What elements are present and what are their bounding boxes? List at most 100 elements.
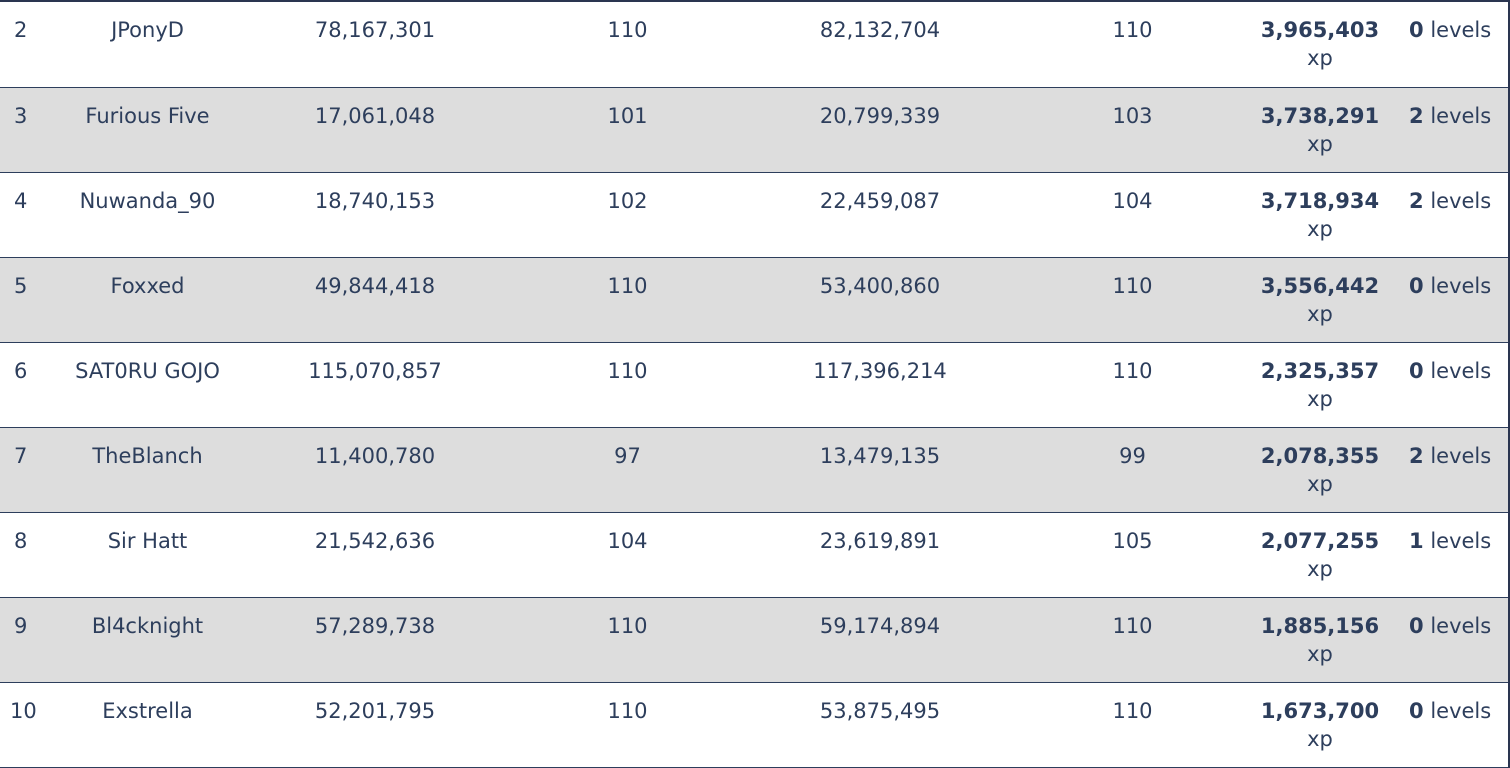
- levels-gained-unit: levels: [1430, 103, 1492, 128]
- player-name-cell: Foxxed: [60, 257, 235, 343]
- levels-gained-cell: 0 levels: [1395, 342, 1508, 428]
- end-level-cell: 104: [1020, 172, 1245, 258]
- levels-gained-cell: 0 levels: [1395, 2, 1508, 88]
- start-level-cell: 110: [515, 342, 740, 428]
- player-name-cell: SAT0RU GOJO: [60, 342, 235, 428]
- table-row: 2 JPonyD 78,167,301 110 82,132,704 110 3…: [0, 2, 1508, 88]
- end-level-cell: 110: [1020, 257, 1245, 343]
- levels-gained-amount: 2: [1409, 188, 1424, 213]
- levels-gained-amount: 2: [1409, 103, 1424, 128]
- end-xp-cell: 53,875,495: [740, 682, 1020, 768]
- start-level-cell: 110: [515, 682, 740, 768]
- table-row: 4 Nuwanda_90 18,740,153 102 22,459,087 1…: [0, 172, 1508, 258]
- levels-gained-cell: 2 levels: [1395, 427, 1508, 513]
- start-level-cell: 110: [515, 2, 740, 88]
- levels-gained-unit: levels: [1430, 698, 1492, 723]
- rank-cell: 2: [0, 2, 60, 88]
- start-xp-cell: 18,740,153: [235, 172, 515, 258]
- start-xp-cell: 52,201,795: [235, 682, 515, 768]
- end-xp-cell: 82,132,704: [740, 2, 1020, 88]
- xp-gain-cell: 1,673,700 xp: [1245, 682, 1395, 768]
- rank-cell: 6: [0, 342, 60, 428]
- end-xp-cell: 23,619,891: [740, 512, 1020, 598]
- end-xp-cell: 22,459,087: [740, 172, 1020, 258]
- start-xp-cell: 17,061,048: [235, 87, 515, 173]
- levels-gained-unit: levels: [1430, 188, 1492, 213]
- player-name-cell: Furious Five: [60, 87, 235, 173]
- player-name-cell: Nuwanda_90: [60, 172, 235, 258]
- end-level-cell: 110: [1020, 342, 1245, 428]
- player-name-cell: Sir Hatt: [60, 512, 235, 598]
- start-level-cell: 110: [515, 597, 740, 683]
- levels-gained-amount: 0: [1409, 358, 1424, 383]
- xp-gain-cell: 3,556,442 xp: [1245, 257, 1395, 343]
- xp-gain-unit: xp: [1307, 641, 1333, 666]
- start-xp-cell: 115,070,857: [235, 342, 515, 428]
- end-level-cell: 103: [1020, 87, 1245, 173]
- xp-gain-amount: 1,885,156: [1260, 613, 1380, 638]
- xp-gain-amount: 3,738,291: [1260, 103, 1380, 128]
- levels-gained-unit: levels: [1430, 18, 1492, 42]
- start-xp-cell: 57,289,738: [235, 597, 515, 683]
- table-row: 5 Foxxed 49,844,418 110 53,400,860 110 3…: [0, 257, 1508, 343]
- start-xp-cell: 78,167,301: [235, 2, 515, 88]
- start-level-cell: 104: [515, 512, 740, 598]
- levels-gained-unit: levels: [1430, 528, 1492, 553]
- end-level-cell: 110: [1020, 682, 1245, 768]
- start-level-cell: 102: [515, 172, 740, 258]
- xp-gain-cell: 2,078,355 xp: [1245, 427, 1395, 513]
- end-level-cell: 99: [1020, 427, 1245, 513]
- levels-gained-cell: 0 levels: [1395, 682, 1508, 768]
- levels-gained-amount: 2: [1409, 443, 1424, 468]
- xp-gain-unit: xp: [1307, 46, 1333, 70]
- end-xp-cell: 53,400,860: [740, 257, 1020, 343]
- end-level-cell: 105: [1020, 512, 1245, 598]
- xp-gain-amount: 1,673,700: [1260, 698, 1380, 723]
- levels-gained-cell: 0 levels: [1395, 257, 1508, 343]
- end-xp-cell: 59,174,894: [740, 597, 1020, 683]
- rank-cell: 7: [0, 427, 60, 513]
- start-level-cell: 97: [515, 427, 740, 513]
- end-xp-cell: 20,799,339: [740, 87, 1020, 173]
- table-row: 10 Exstrella 52,201,795 110 53,875,495 1…: [0, 682, 1508, 768]
- player-name-cell: JPonyD: [60, 2, 235, 88]
- levels-gained-unit: levels: [1430, 613, 1492, 638]
- xp-gain-unit: xp: [1307, 471, 1333, 496]
- levels-gained-amount: 0: [1409, 273, 1424, 298]
- levels-gained-cell: 2 levels: [1395, 172, 1508, 258]
- start-level-cell: 101: [515, 87, 740, 173]
- xp-gain-cell: 1,885,156 xp: [1245, 597, 1395, 683]
- xp-gain-cell: 2,325,357 xp: [1245, 342, 1395, 428]
- xp-gain-cell: 3,738,291 xp: [1245, 87, 1395, 173]
- levels-gained-cell: 1 levels: [1395, 512, 1508, 598]
- start-level-cell: 110: [515, 257, 740, 343]
- xp-gain-cell: 3,965,403 xp: [1245, 2, 1395, 88]
- levels-gained-cell: 0 levels: [1395, 597, 1508, 683]
- levels-gained-amount: 0: [1409, 613, 1424, 638]
- levels-gained-cell: 2 levels: [1395, 87, 1508, 173]
- rank-cell: 4: [0, 172, 60, 258]
- rank-cell: 10: [0, 682, 60, 768]
- rank-cell: 5: [0, 257, 60, 343]
- xp-gain-unit: xp: [1307, 216, 1333, 241]
- xp-gain-cell: 3,718,934 xp: [1245, 172, 1395, 258]
- xp-gain-cell: 2,077,255 xp: [1245, 512, 1395, 598]
- xp-gain-unit: xp: [1307, 386, 1333, 411]
- levels-gained-amount: 0: [1409, 698, 1424, 723]
- xp-gain-amount: 3,718,934: [1260, 188, 1380, 213]
- xp-gain-amount: 2,325,357: [1260, 358, 1380, 383]
- table-row: 3 Furious Five 17,061,048 101 20,799,339…: [0, 87, 1508, 173]
- table-row: 9 Bl4cknight 57,289,738 110 59,174,894 1…: [0, 597, 1508, 683]
- levels-gained-unit: levels: [1430, 358, 1492, 383]
- xp-gain-unit: xp: [1307, 131, 1333, 156]
- table-row: 6 SAT0RU GOJO 115,070,857 110 117,396,21…: [0, 342, 1508, 428]
- end-xp-cell: 13,479,135: [740, 427, 1020, 513]
- table-row: 7 TheBlanch 11,400,780 97 13,479,135 99 …: [0, 427, 1508, 513]
- xp-gain-amount: 2,078,355: [1260, 443, 1380, 468]
- rank-cell: 8: [0, 512, 60, 598]
- table-row: 8 Sir Hatt 21,542,636 104 23,619,891 105…: [0, 512, 1508, 598]
- start-xp-cell: 11,400,780: [235, 427, 515, 513]
